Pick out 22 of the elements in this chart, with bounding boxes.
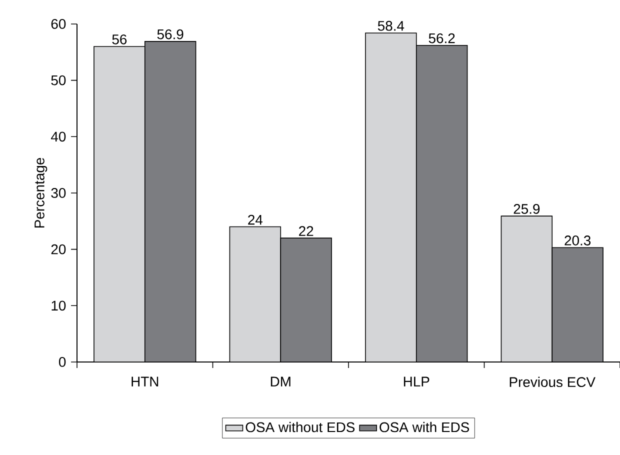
- y-tick-label: 30: [51, 188, 66, 198]
- x-tick-label: DM: [270, 376, 290, 386]
- data-label: 25.9: [514, 204, 540, 214]
- y-tick-label: 20: [51, 244, 66, 254]
- data-label: 56.9: [157, 29, 184, 40]
- y-tick-label: 50: [51, 75, 66, 86]
- y-tick-label: 40: [50, 132, 66, 142]
- y-tick-label: 60: [51, 19, 66, 29]
- data-label: 58.4: [378, 20, 404, 31]
- x-tick-label: HLP: [404, 376, 430, 386]
- x-tick-label: HTN: [132, 376, 158, 386]
- data-label: 20.3: [564, 236, 591, 246]
- y-axis-title: Percentage: [34, 158, 48, 228]
- x-tick-label: Previous ECV: [510, 376, 596, 388]
- legend-label: OSA without EDS: [246, 422, 355, 432]
- legend-label: OSA with EDS: [380, 422, 470, 432]
- y-tick-label: 10: [52, 300, 66, 311]
- data-label: 56.2: [428, 33, 455, 44]
- data-label: 22: [299, 226, 314, 236]
- data-label: 24: [248, 214, 263, 225]
- y-tick-label: 0: [58, 357, 66, 367]
- data-label: 56: [112, 34, 127, 44]
